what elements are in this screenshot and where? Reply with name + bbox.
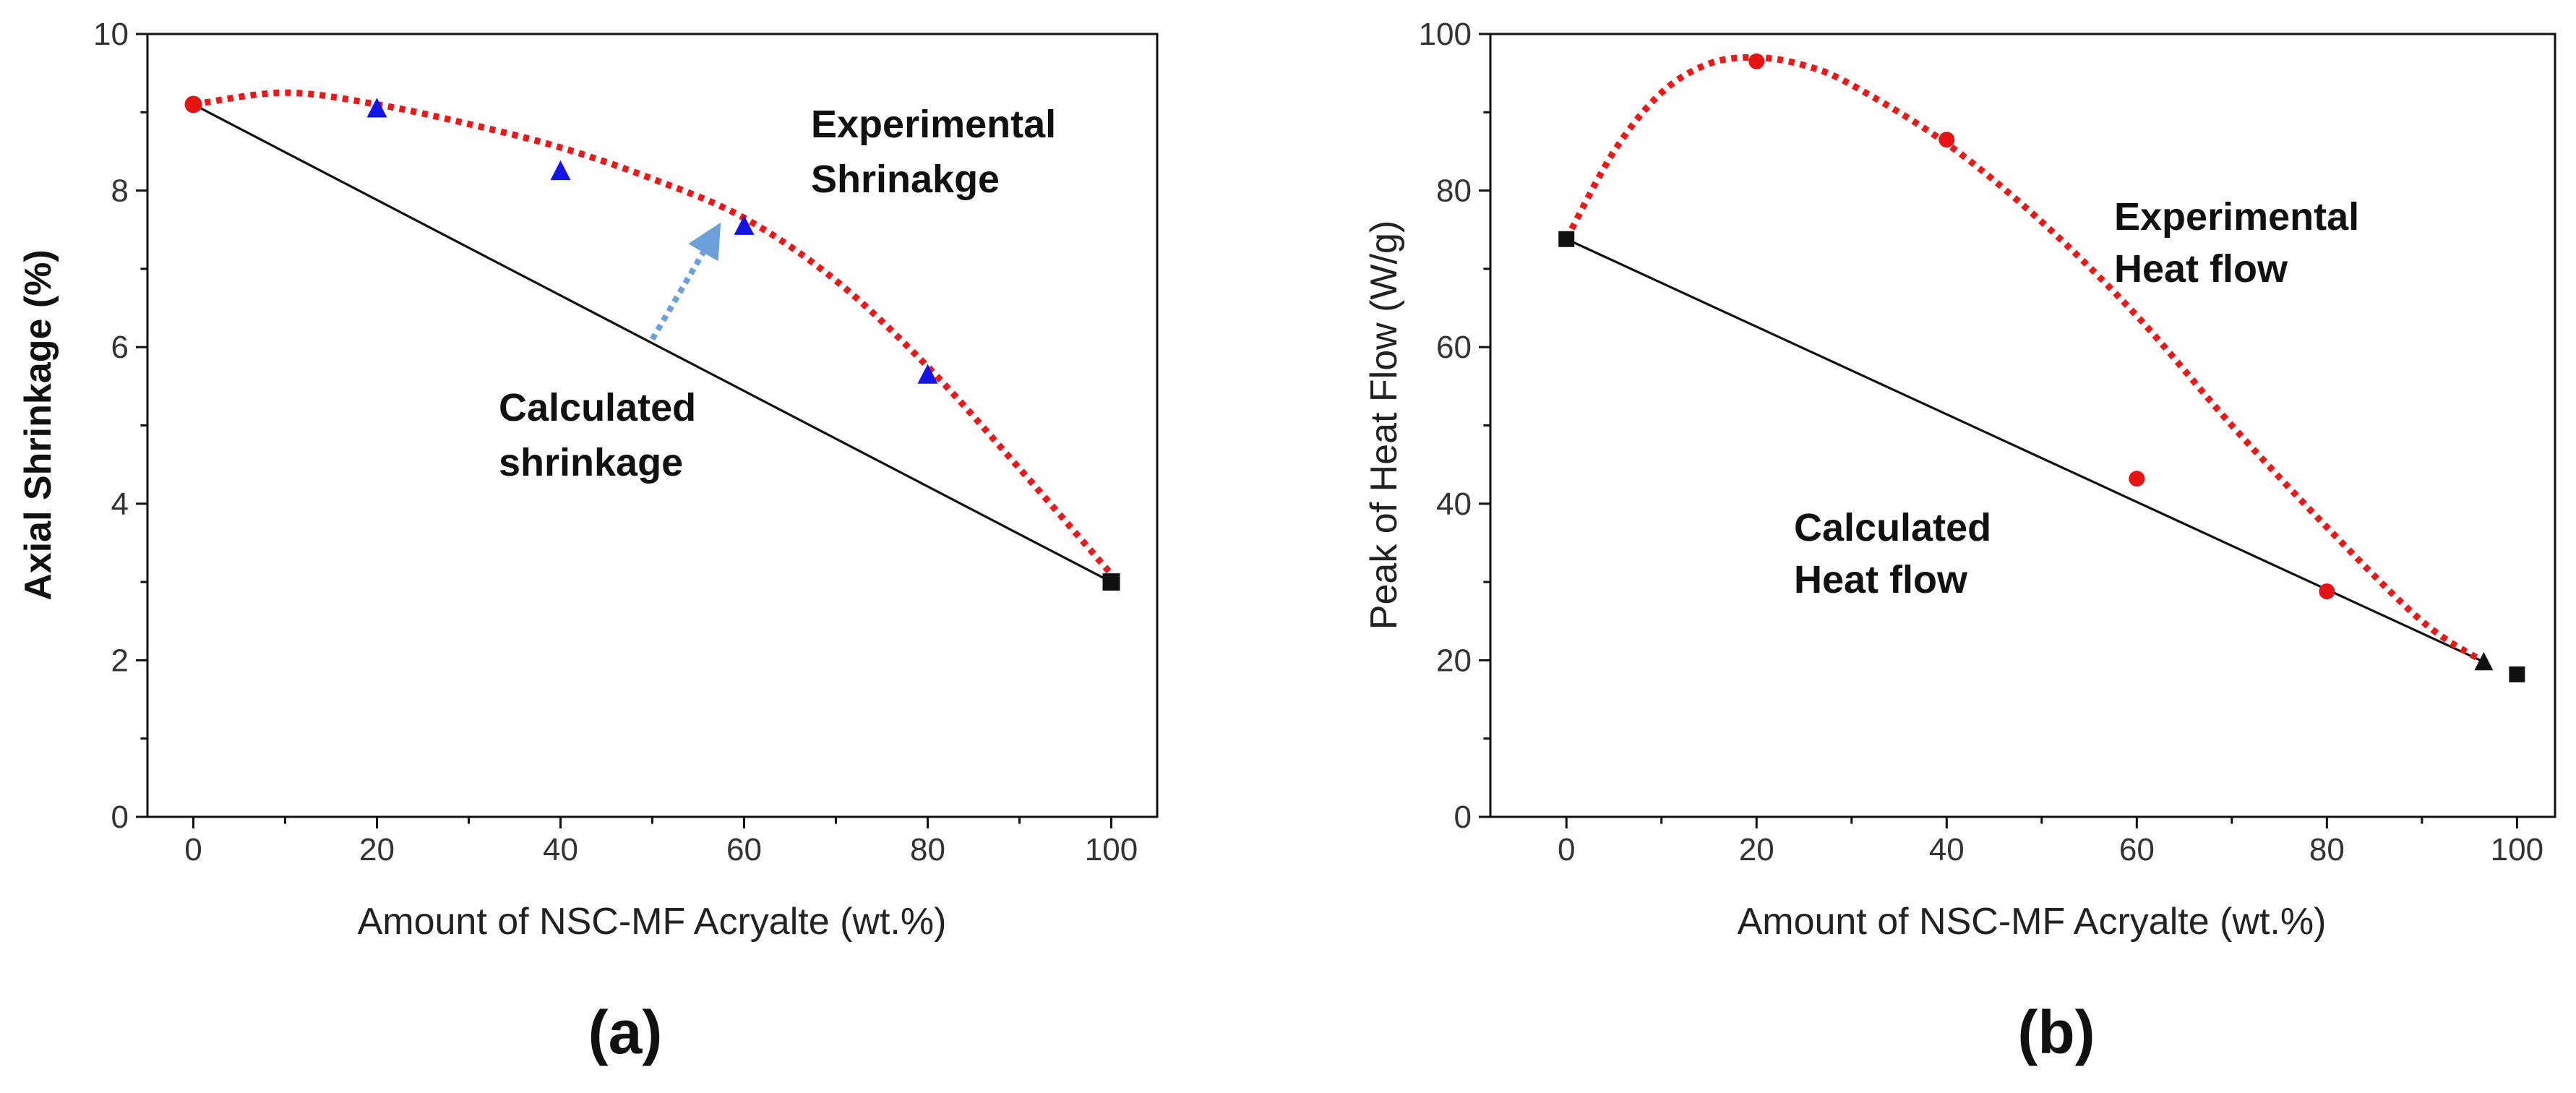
chart-b-tick-labels: 0 20 40 60 80 100 0 20 40 60 80 100 (1419, 17, 2544, 867)
chart-a-point-triangle (734, 215, 755, 235)
chart-a-panel-label: (a) (588, 998, 663, 1066)
chart-a-marks (184, 95, 1120, 591)
chart-b-y-tick-label: 40 (1436, 487, 1472, 522)
chart-b-y-tick-label: 100 (1419, 17, 1472, 52)
chart-a-x-tick-label: 100 (1085, 832, 1138, 867)
chart-b-point-triangle (2474, 651, 2494, 671)
chart-a-annotation-experimental-line2: Shrinakge (811, 158, 1000, 201)
chart-b-ticks (1479, 33, 2518, 828)
chart-b-point-square (2509, 666, 2525, 682)
chart-a-y-tick-label: 2 (111, 643, 129, 678)
chart-a-y-tick-label: 4 (111, 487, 129, 522)
chart-b-x-tick-label: 0 (1558, 832, 1575, 867)
chart-b-point-square (1558, 231, 1575, 247)
chart-a-point-triangle (917, 364, 938, 384)
chart-b-x-tick-label: 20 (1739, 832, 1774, 867)
chart-b-x-tick-label: 60 (2119, 832, 2155, 867)
chart-b-plot-frame (1489, 33, 2556, 818)
chart-a-tick-labels: 0 20 40 60 80 100 0 2 4 6 8 10 (93, 17, 1138, 867)
chart-a-annotation-arrow (650, 222, 721, 341)
chart-b-annotation-experimental-line1: Experimental (2114, 195, 2359, 239)
chart-b-y-tick-label: 80 (1436, 173, 1472, 209)
chart-a-point-circle (184, 95, 202, 113)
chart-b-marks (1558, 53, 2525, 682)
chart-a: 0 20 40 60 80 100 0 2 4 6 8 10 Amount of NSC-MF Acr… (17, 17, 1159, 1066)
chart-a-x-tick-label: 80 (910, 832, 945, 867)
chart-b-calculated-line (1566, 238, 2485, 664)
chart-b-y-tick-label: 20 (1436, 643, 1472, 678)
chart-a-annotation-calculated-line1: Calculated (499, 386, 696, 429)
chart-b-point-circle (2319, 583, 2335, 600)
chart-b-axes (1489, 33, 2556, 818)
chart-a-x-tick-label: 60 (726, 832, 762, 867)
chart-b-annotation-experimental-line2: Heat flow (2114, 247, 2288, 291)
chart-b-x-tick-label: 40 (1929, 832, 1965, 867)
chart-a-point-triangle (366, 98, 387, 118)
chart-a-y-tick-label: 10 (93, 17, 129, 52)
chart-b-x-axis-label: Amount of NSC-MF Acryalte (wt.%) (1738, 901, 2327, 943)
chart-a-experimental-fit-curve (192, 89, 1114, 577)
chart-b-panel-label: (b) (2017, 998, 2095, 1066)
chart-b-point-circle (2129, 471, 2145, 487)
chart-a-x-tick-label: 0 (184, 832, 202, 867)
chart-a-annotation-calculated-line2: shrinkage (499, 441, 683, 484)
chart-a-x-tick-label: 20 (359, 832, 395, 867)
chart-b-annotation-calculated-line1: Calculated (1794, 506, 1991, 549)
chart-a-point-triangle (550, 160, 571, 181)
chart-b-annotation-calculated-line2: Heat flow (1794, 558, 1968, 601)
chart-a-y-tick-label: 6 (111, 330, 129, 365)
chart-a-x-axis-label: Amount of NSC-MF Acryalte (wt.%) (358, 901, 947, 943)
chart-a-x-tick-label: 40 (543, 832, 578, 867)
chart-a-point-square (1102, 573, 1120, 591)
chart-b-point-circle (1939, 132, 1955, 148)
chart-b-x-tick-label: 100 (2491, 832, 2543, 867)
chart-b-y-tick-label: 0 (1454, 800, 1472, 835)
chart-a-calculated-line (192, 103, 1112, 583)
chart-b-point-circle (1748, 53, 1765, 69)
chart-a-y-tick-label: 8 (111, 173, 129, 209)
chart-b-y-tick-label: 60 (1436, 330, 1472, 365)
chart-b-lines (1563, 53, 2486, 665)
chart-a-annotation-experimental-line1: Experimental (811, 103, 1056, 146)
chart-a-ticks (136, 33, 1112, 828)
chart-b-y-axis-label: Peak of Heat Flow (W/g) (1363, 220, 1405, 630)
chart-b: 0 20 40 60 80 100 0 20 40 60 80 100 Amount of NSC-M… (1363, 17, 2556, 1066)
chart-a-y-axis-label: Axial Shrinkage (%) (17, 249, 59, 600)
chart-b-x-tick-label: 80 (2309, 832, 2345, 867)
chart-a-y-tick-label: 0 (111, 800, 129, 835)
chart-a-lines (192, 89, 1114, 583)
chart-b-experimental-fit-curve (1563, 53, 2486, 665)
